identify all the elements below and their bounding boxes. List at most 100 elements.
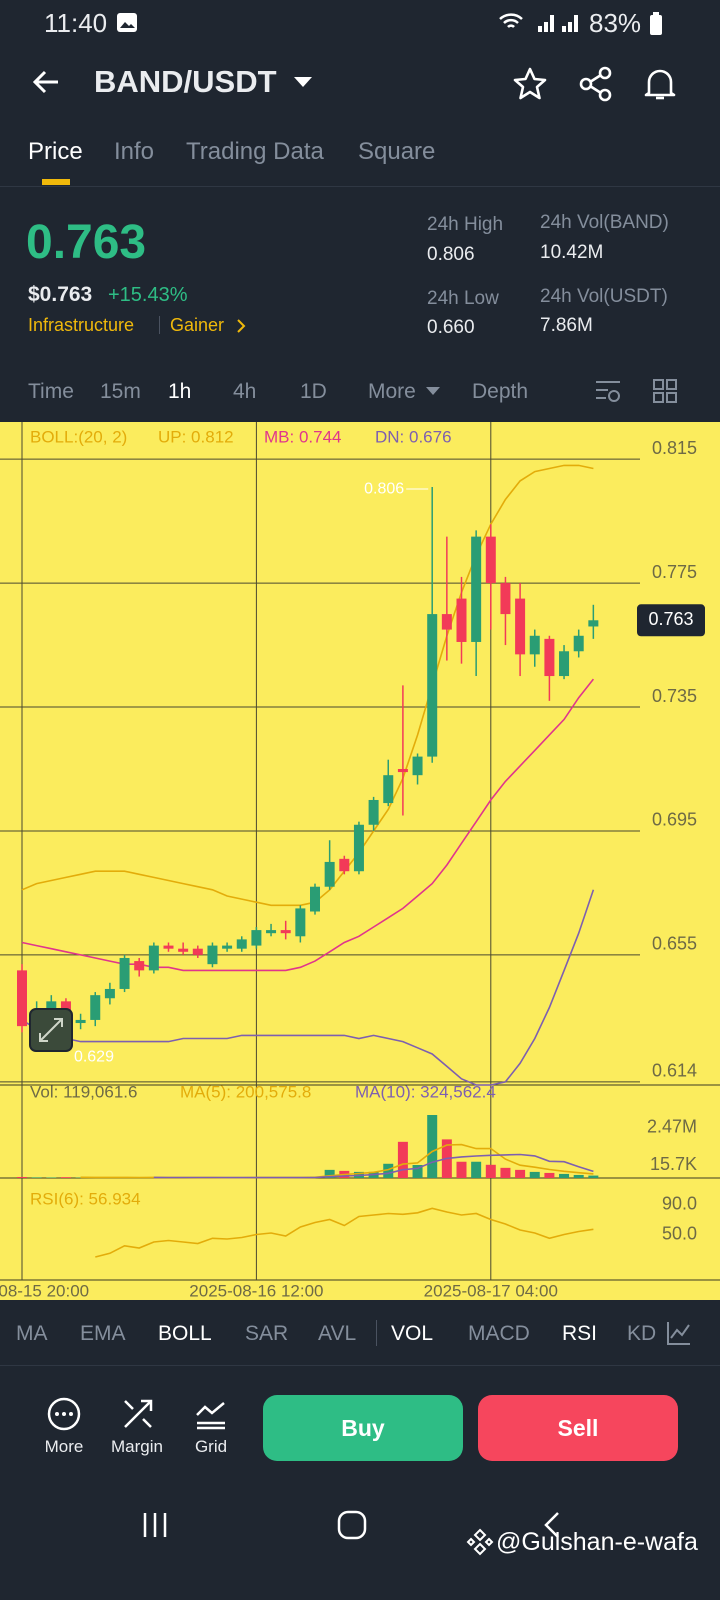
indicator-settings[interactable] [666,1320,692,1346]
candle-body [163,945,174,949]
watermark: @Gulshan-e-wafa [496,1528,698,1556]
battery-level: 83% [589,8,642,38]
settings-icon[interactable] [594,378,622,404]
alert-button[interactable] [642,66,678,102]
sector-tag[interactable]: Infrastructure [28,315,135,335]
candle-body [456,598,467,642]
x-tick-label: 2025-08-17 04:00 [424,1281,558,1300]
back-nav[interactable] [540,1510,564,1540]
stat-label: 24h Low [427,288,499,309]
interval[interactable]: Depth [472,380,529,403]
back-button[interactable] [30,66,62,98]
recent-apps[interactable] [140,1510,170,1540]
indicator[interactable]: MACD [468,1322,530,1345]
y-tick-label: 15.7K [650,1154,697,1174]
volume-ma-line [153,1153,594,1179]
candle-body [119,957,130,989]
gallery-icon [117,13,137,32]
home-button[interactable] [337,1510,367,1540]
dropdown-arrow [426,387,440,395]
indicator[interactable]: KD [627,1322,657,1345]
y-tick-label: 2.47M [647,1117,697,1137]
candle-body [544,638,555,677]
boll-line [21,678,595,972]
candle-body [471,536,482,642]
tab[interactable]: Square [358,138,436,165]
tab[interactable]: Info [114,138,155,165]
candle-body [383,775,394,804]
action-label[interactable]: More [44,1437,84,1456]
candle-body [236,939,247,949]
stat-value: 0.806 [427,244,475,265]
price-tag [637,604,705,637]
separator [159,316,160,334]
y-tick-label: 0.695 [652,810,697,830]
candle-body [353,824,364,872]
buy-button[interactable]: Buy [263,1395,463,1461]
candle-body [192,948,203,955]
volume-bar [515,1169,526,1178]
candle-body [441,614,452,630]
action-label[interactable]: Grid [194,1437,228,1456]
stat-value: 0.660 [427,317,475,338]
candle-body [324,861,335,887]
battery-icon [650,12,662,35]
tab[interactable]: Price [28,138,83,165]
legend-entry: MA(10): 324,562.4 [355,1082,496,1101]
indicator[interactable]: RSI [562,1322,598,1345]
volume-bar [383,1163,394,1178]
dropdown-arrow[interactable] [293,76,313,88]
favorite-button[interactable] [512,66,548,102]
margin-icon[interactable] [121,1397,155,1431]
candle-body [266,930,277,934]
gainer-tag[interactable]: Gainer [170,315,225,335]
indicator[interactable]: SAR [245,1322,289,1345]
grid-icon[interactable] [194,1397,228,1431]
candle-body [412,756,423,776]
indicator[interactable]: BOLL [158,1322,212,1345]
volume-bar [412,1164,423,1178]
legend-entry: MA(5): 200,575.8 [180,1082,311,1101]
indicator[interactable]: MA [16,1322,48,1345]
candle-body [104,988,115,999]
high-label: 0.806 [364,480,404,497]
legend-entry: UP: 0.812 [158,427,234,446]
clock: 11:40 [44,8,108,38]
x-tick-label: 2025-08-16 12:00 [189,1281,323,1300]
tab-indicator [42,179,70,185]
last-price: 0.763 [26,216,147,269]
indicator[interactable]: AVL [318,1322,357,1345]
y-tick-label: 0.815 [652,438,697,458]
candle-body [280,930,291,934]
interval[interactable]: 1D [300,380,327,403]
interval[interactable]: 4h [233,380,257,403]
indicator-bar [0,1300,720,1366]
candle-body [559,651,570,677]
indicator-label: BOLL:(20, 2) [30,427,127,446]
stat-value: 10.42M [540,242,604,263]
expand-icon [39,1018,63,1042]
candle-body [515,598,526,655]
candle-body [368,799,379,825]
sell-button[interactable]: Sell [478,1395,678,1461]
candle-body [397,768,408,773]
y-tick-label: 50.0 [662,1223,697,1243]
tab[interactable]: Trading Data [186,138,324,165]
action-label[interactable]: Margin [111,1437,163,1456]
candle-body [17,970,27,1027]
interval[interactable]: 1h [168,380,192,403]
indicator[interactable]: EMA [80,1322,126,1345]
interval[interactable]: More [368,380,416,403]
more-icon[interactable] [47,1397,81,1431]
layout-icon[interactable] [652,378,678,404]
indicator[interactable]: VOL [391,1322,434,1345]
chevron [237,319,246,333]
candle-body [500,583,511,615]
legend-entry: DN: 0.676 [375,427,452,446]
pair-title[interactable]: BAND/USDT [94,64,277,99]
share-button[interactable] [578,66,614,102]
y-tick-label: 0.655 [652,934,697,954]
interval[interactable]: Time [28,380,74,403]
interval[interactable]: 15m [100,380,141,403]
